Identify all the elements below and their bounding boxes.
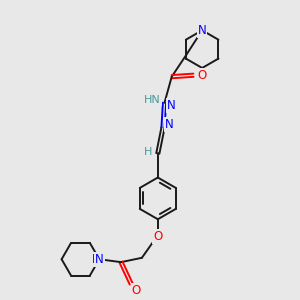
Text: O: O [132, 284, 141, 297]
Text: N: N [95, 253, 104, 266]
Text: N: N [92, 253, 101, 266]
Text: HN: HN [144, 95, 161, 105]
Text: O: O [197, 69, 207, 82]
Text: N: N [198, 24, 206, 37]
Text: N: N [165, 118, 174, 131]
Text: H: H [144, 147, 153, 157]
Text: O: O [153, 230, 162, 243]
Text: N: N [167, 99, 175, 112]
